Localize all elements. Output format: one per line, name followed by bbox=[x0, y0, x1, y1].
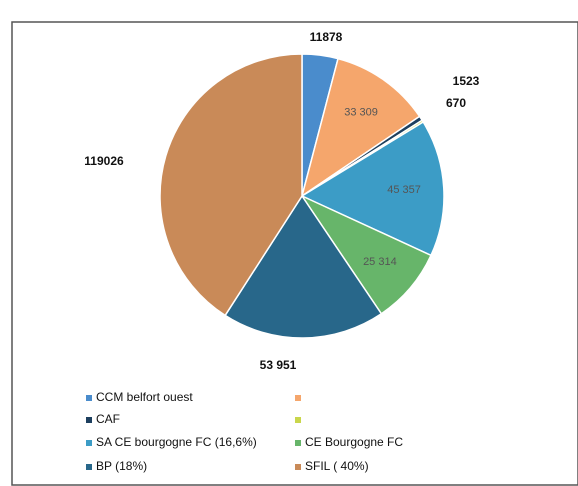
legend-swatch bbox=[295, 417, 301, 423]
data-label: 33 309 bbox=[344, 106, 378, 118]
pie-slice bbox=[300, 121, 445, 257]
legend-label: CE Bourgogne FC bbox=[305, 435, 403, 449]
legend-swatch bbox=[295, 395, 301, 401]
legend-label: CCM belfort ouest bbox=[96, 390, 193, 404]
data-label: 53 951 bbox=[260, 358, 297, 372]
data-label: 25 314 bbox=[363, 256, 397, 268]
data-label: 1523 bbox=[453, 74, 480, 88]
data-label: 119026 bbox=[84, 154, 124, 168]
legend-swatch bbox=[86, 395, 92, 401]
legend-label: BP (18%) bbox=[96, 459, 147, 473]
data-label: 670 bbox=[446, 96, 466, 110]
legend-label: SA CE bourgogne FC (16,6%) bbox=[96, 435, 257, 449]
pie-slice bbox=[224, 194, 383, 339]
legend-swatch bbox=[295, 464, 301, 470]
pie-slice bbox=[159, 53, 303, 317]
legend-swatch bbox=[86, 464, 92, 470]
legend-label: CAF bbox=[96, 412, 120, 426]
legend-swatch bbox=[295, 440, 301, 446]
data-label: 45 357 bbox=[387, 184, 421, 196]
data-label: 11878 bbox=[310, 30, 343, 44]
legend-label: SFIL ( 40%) bbox=[305, 459, 369, 473]
legend-swatch bbox=[86, 440, 92, 446]
legend-swatch bbox=[86, 417, 92, 423]
pie-slice bbox=[300, 57, 421, 198]
